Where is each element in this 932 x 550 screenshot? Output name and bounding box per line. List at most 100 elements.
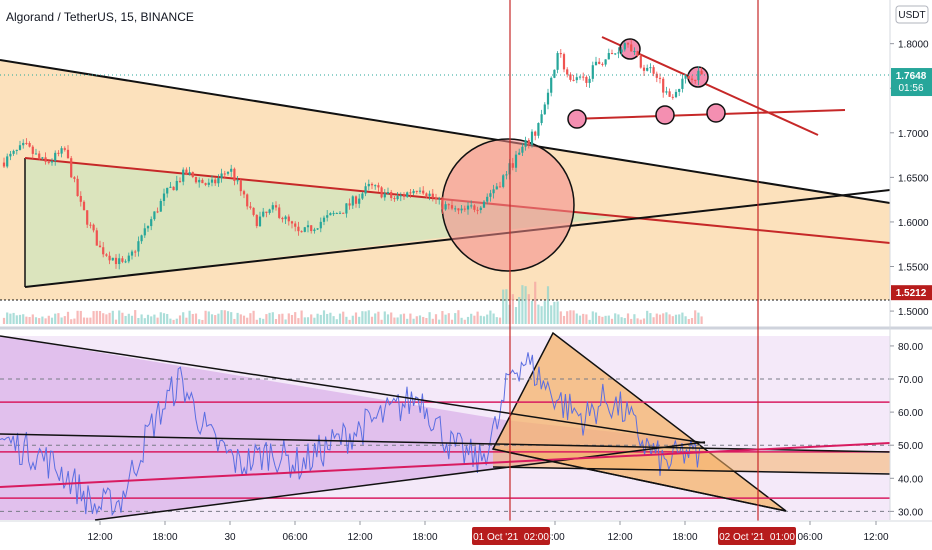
volume-bar — [316, 313, 319, 324]
volume-bar — [633, 314, 636, 324]
volume-bar — [175, 318, 178, 324]
volume-bar — [610, 318, 614, 324]
volume-bar — [466, 316, 470, 324]
volume-bar — [290, 314, 294, 324]
candle-body — [569, 74, 572, 80]
volume-bar — [393, 317, 396, 324]
candle-body — [82, 201, 86, 211]
candle-body — [514, 154, 518, 168]
volume-bar — [358, 316, 361, 324]
volume-bar — [438, 319, 441, 324]
candle-body — [252, 207, 255, 215]
candle-body — [329, 213, 332, 216]
candle-body — [425, 193, 428, 197]
volume-bar — [159, 312, 162, 324]
wedge-upper-trendline[interactable] — [0, 59, 891, 204]
volume-bar — [348, 319, 351, 324]
volume-bar — [514, 307, 518, 324]
candle-body — [694, 79, 697, 81]
rsi-axis[interactable] — [890, 331, 932, 520]
candle-body — [169, 186, 172, 188]
volume-bar — [73, 318, 76, 324]
volume-bar — [361, 311, 364, 324]
candle-body — [460, 208, 463, 211]
rsi-rising-trendline[interactable] — [94, 441, 706, 521]
candle-body — [124, 261, 127, 263]
price-tick-label: 1.5500 — [898, 263, 929, 274]
candle-body — [540, 114, 543, 124]
volume-bar — [223, 310, 226, 324]
volume-bar — [575, 313, 578, 324]
candle-body — [118, 258, 121, 265]
candle-body — [642, 67, 646, 71]
candle-body — [428, 193, 431, 197]
candle-body — [358, 198, 361, 204]
volume-bar — [118, 310, 121, 324]
volume-bar — [108, 312, 111, 324]
candle-body — [530, 131, 534, 145]
candle-body — [41, 157, 44, 159]
volume-bar — [457, 310, 460, 324]
volume-bar — [313, 317, 316, 324]
candle-body — [431, 193, 434, 198]
rsi-tick-label: 40.00 — [898, 474, 923, 485]
candle-body — [262, 211, 265, 217]
candle-body — [239, 180, 242, 192]
price-axis[interactable] — [890, 0, 932, 325]
currency-badge-box[interactable] — [895, 5, 929, 24]
candle-body — [268, 209, 271, 213]
volume-bar — [98, 310, 102, 324]
volume-bar — [306, 317, 310, 324]
time-marker-badge-1[interactable] — [472, 527, 550, 545]
volume-bar — [25, 316, 28, 324]
volume-bar — [588, 319, 591, 324]
candle-body — [623, 43, 626, 50]
volume-bar — [460, 317, 463, 324]
volume-bar — [262, 318, 265, 324]
volume-bar — [652, 317, 655, 324]
volume-bar — [15, 315, 18, 324]
time-tick-label: 12:00 — [347, 532, 372, 543]
candle-body — [674, 91, 678, 98]
candle-body — [178, 180, 182, 182]
volume-bar — [326, 313, 329, 324]
volume-bar — [303, 317, 306, 324]
candle-body — [684, 76, 687, 79]
candle-body — [646, 67, 649, 71]
volume-bar — [50, 317, 54, 324]
rsi-upper-trendline[interactable] — [0, 335, 706, 444]
volume-bar — [300, 310, 303, 324]
candle-body — [556, 53, 559, 70]
price-candles — [2, 39, 703, 270]
symbol-title[interactable]: Algorand / TetherUS, 15, BINANCE — [6, 10, 194, 24]
volume-bar — [178, 315, 182, 324]
volume-bar — [495, 317, 498, 324]
volume-bar — [70, 319, 73, 324]
time-tick-label: 18:00 — [152, 532, 177, 543]
rsi-mid-trendline[interactable] — [0, 433, 891, 453]
volume-bar — [562, 315, 566, 324]
candle-body — [54, 152, 57, 162]
time-tick-label: 06:00 — [282, 532, 307, 543]
candle-body — [492, 189, 495, 194]
candle-body — [390, 192, 393, 199]
candle-body — [226, 171, 230, 174]
volume-bar — [687, 319, 690, 324]
volume-bar — [207, 311, 210, 324]
candle-body — [633, 51, 636, 53]
candle-body — [105, 254, 108, 256]
candle-body — [310, 225, 313, 232]
candle-body — [73, 177, 76, 179]
candle-body — [28, 143, 31, 147]
rsi-wedge-fill — [0, 336, 705, 520]
rsi-red-trendline[interactable] — [0, 442, 891, 488]
time-marker-badge-2[interactable] — [718, 527, 796, 545]
volume-bar — [156, 317, 159, 324]
candle-body — [9, 153, 12, 157]
candle-body — [31, 146, 34, 154]
rsi-lower-band-line[interactable] — [492, 466, 891, 475]
candle-body — [306, 225, 310, 228]
candle-body — [95, 230, 98, 246]
volume-bar — [367, 310, 370, 324]
